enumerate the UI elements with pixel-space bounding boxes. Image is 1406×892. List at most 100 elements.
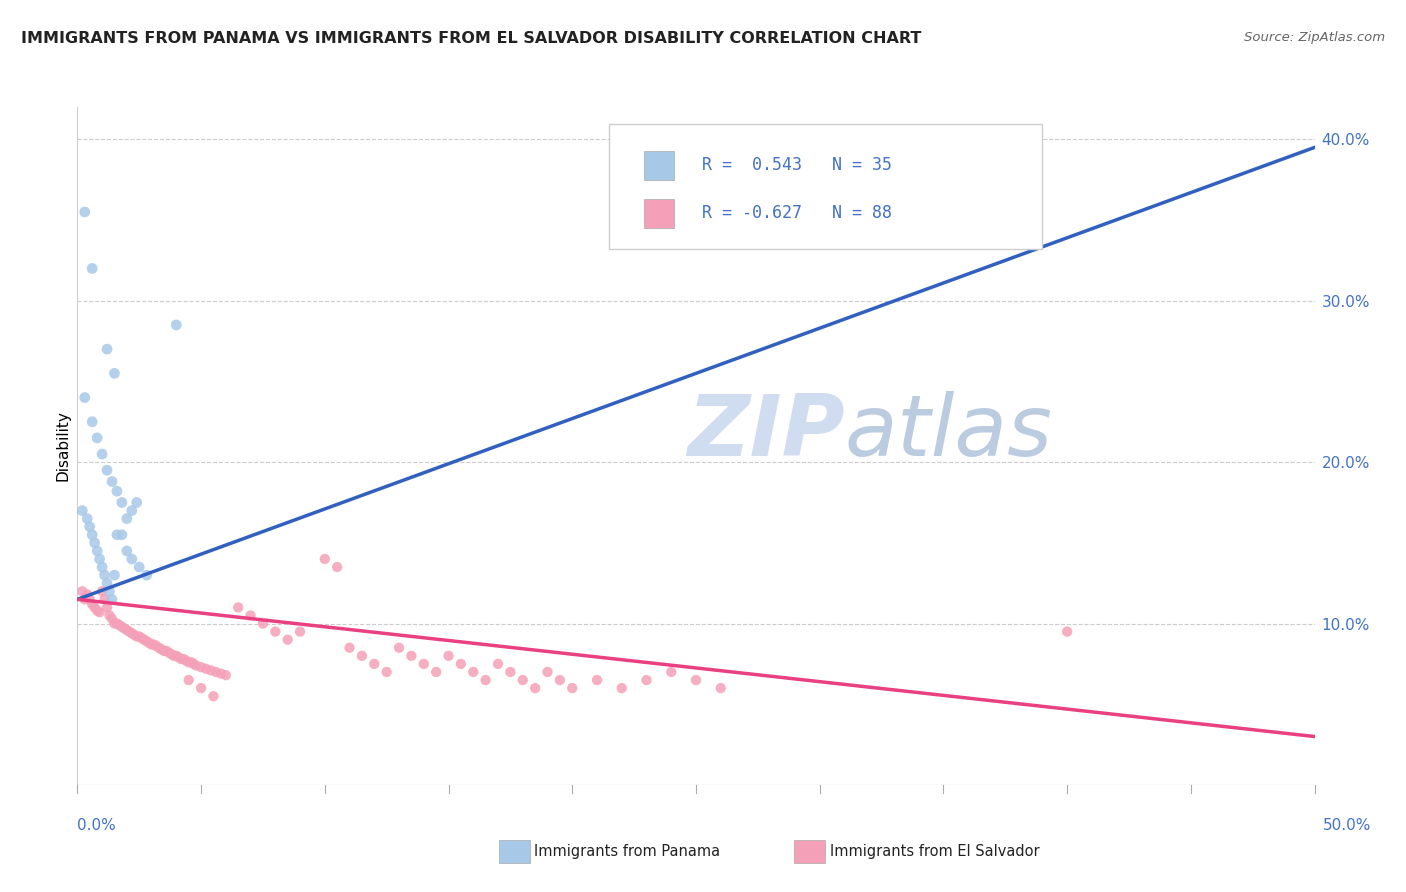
Point [101, 592, 124, 607]
Bar [794, 840, 825, 863]
Point [73, 592, 96, 607]
Point [128, 560, 150, 574]
Point [264, 624, 287, 639]
Point [101, 475, 124, 489]
Point [128, 630, 150, 644]
Point [277, 632, 299, 647]
Point [73, 391, 96, 405]
Point [86, 431, 108, 445]
Point [177, 673, 200, 687]
Point [125, 495, 148, 509]
Point [76, 511, 98, 525]
Point [79, 592, 101, 607]
Point [91, 584, 114, 599]
Point [103, 616, 125, 631]
Point [1056, 624, 1078, 639]
Bar [644, 151, 673, 179]
Point [111, 495, 134, 509]
Point [659, 665, 682, 679]
Point [170, 652, 193, 666]
Point [86, 544, 108, 558]
Bar [644, 199, 673, 227]
Point [160, 647, 183, 661]
Point [202, 689, 225, 703]
Point [89, 552, 111, 566]
Point [239, 608, 262, 623]
Point [112, 621, 135, 635]
Point [73, 205, 96, 219]
Point [425, 665, 447, 679]
Point [96, 576, 118, 591]
Point [96, 463, 118, 477]
Point [89, 605, 111, 619]
Point [122, 628, 145, 642]
Point [145, 639, 167, 653]
Point [96, 600, 118, 615]
Text: R =  0.543   N = 35: R = 0.543 N = 35 [702, 156, 893, 174]
Point [157, 646, 180, 660]
Point [72, 503, 94, 517]
Point [586, 673, 609, 687]
Point [148, 640, 170, 655]
Point [163, 648, 186, 663]
Text: Immigrants from Panama: Immigrants from Panama [534, 845, 720, 859]
Bar [499, 840, 530, 863]
Point [111, 620, 134, 634]
Point [326, 560, 349, 574]
Point [463, 665, 485, 679]
Point [138, 636, 160, 650]
Point [93, 592, 115, 607]
Point [183, 657, 205, 671]
Point [252, 616, 274, 631]
Point [174, 654, 197, 668]
Point [363, 657, 385, 671]
Point [83, 536, 105, 550]
Point [79, 519, 101, 533]
Point [155, 644, 177, 658]
Point [82, 261, 104, 276]
Point [205, 665, 228, 679]
Point [76, 587, 98, 601]
Point [388, 640, 411, 655]
Point [450, 657, 472, 671]
Point [710, 681, 733, 695]
Point [108, 618, 131, 632]
Text: Source: ZipAtlas.com: Source: ZipAtlas.com [1244, 31, 1385, 45]
Point [135, 634, 157, 648]
Point [91, 560, 114, 574]
Point [83, 600, 105, 615]
Point [150, 642, 173, 657]
Text: ZIP: ZIP [686, 391, 845, 474]
Point [82, 415, 104, 429]
Point [499, 665, 522, 679]
Point [93, 568, 115, 582]
Point [134, 632, 156, 647]
Text: 0.0%: 0.0% [77, 818, 117, 832]
Point [103, 367, 125, 381]
Point [72, 584, 94, 599]
Point [190, 660, 212, 674]
Point [339, 640, 361, 655]
FancyBboxPatch shape [609, 124, 1042, 250]
Point [121, 626, 143, 640]
Point [536, 665, 558, 679]
Point [314, 552, 336, 566]
Point [125, 630, 148, 644]
Point [288, 624, 311, 639]
Point [115, 511, 138, 525]
Point [685, 673, 707, 687]
Point [115, 623, 138, 637]
Point [215, 668, 238, 682]
Point [118, 624, 141, 639]
Point [524, 681, 547, 695]
Point [141, 638, 163, 652]
Point [98, 584, 121, 599]
Point [105, 528, 128, 542]
Point [209, 666, 232, 681]
Point [412, 657, 434, 671]
Point [121, 503, 143, 517]
Point [91, 447, 114, 461]
Point [561, 681, 583, 695]
Point [135, 568, 157, 582]
Point [165, 648, 187, 663]
